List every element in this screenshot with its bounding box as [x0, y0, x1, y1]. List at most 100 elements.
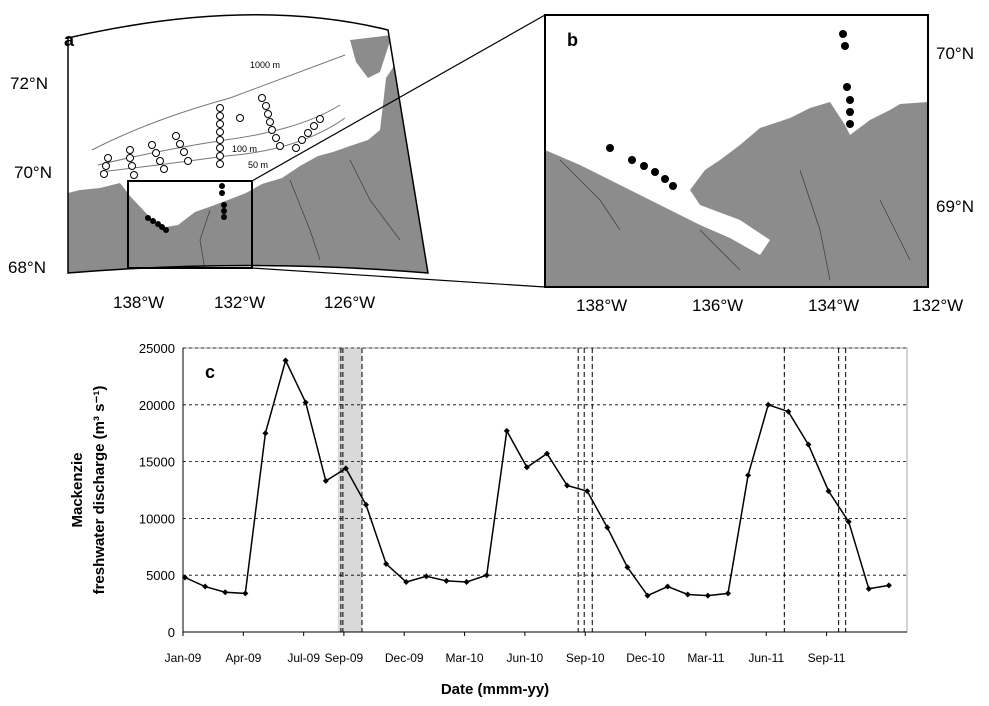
data-point [544, 450, 550, 457]
panel-a-lat-68: 68°N [8, 258, 46, 277]
panel-a-lat-70: 70°N [14, 163, 52, 182]
data-point [403, 579, 410, 586]
panel-b-map [544, 14, 929, 288]
land-island [350, 35, 392, 78]
vertical-dashed-lines [340, 348, 847, 632]
data-point [604, 524, 611, 531]
y-tick-label: 0 [168, 625, 175, 640]
data-point [725, 590, 731, 597]
panel-a-map: 1000 m 100 m 50 m [67, 14, 546, 288]
data-point [865, 585, 872, 592]
data-point [383, 560, 390, 567]
data-point [302, 399, 309, 406]
panel-b-lon-136: 136°W [692, 296, 744, 315]
y-tick-label: 5000 [146, 568, 175, 583]
river [199, 159, 401, 271]
data-point [342, 465, 349, 472]
x-tick-label: Mar-10 [446, 651, 484, 665]
panel-c-chart: 0 5000 10000 15000 20000 25000 Jan-09 Apr-09 Ju… [69, 341, 908, 698]
data-point [282, 357, 289, 364]
y-tick-label: 10000 [139, 511, 175, 526]
data-point [463, 579, 470, 586]
open-stations [100, 94, 324, 179]
filled-stations-a [145, 183, 227, 233]
data-point [423, 573, 430, 580]
panel-b-lat-70: 70°N [936, 44, 974, 63]
land-island-b [870, 118, 900, 145]
x-tick-label: Dec-10 [626, 651, 665, 665]
data-point [825, 488, 832, 495]
data-point [483, 572, 490, 579]
inset-box [127, 180, 253, 269]
river-b [559, 159, 911, 281]
panel-c-letter: c [205, 362, 215, 382]
y-tick-label: 25000 [139, 341, 175, 356]
land-area [68, 40, 428, 273]
connector-line-bottom [251, 267, 546, 288]
filled-stations-b [606, 30, 854, 190]
data-point [443, 577, 450, 584]
panel-a-lon-126: 126°W [324, 293, 376, 312]
data-point [503, 427, 510, 434]
data-point [222, 589, 229, 596]
isobath-label-100m: 100 m [232, 144, 257, 154]
data-point [644, 592, 651, 599]
y-gridlines [183, 347, 907, 576]
x-tick-label: Apr-09 [225, 651, 261, 665]
data-point [765, 401, 772, 408]
panel-a-lon-138: 138°W [113, 293, 165, 312]
data-point [182, 574, 188, 581]
panel-b-letter: b [567, 30, 578, 50]
y-axis-label-line1: Mackenzie [69, 452, 86, 527]
y-tick-label: 20000 [139, 398, 175, 413]
x-tick-label: Mar-11 [687, 651, 724, 665]
x-tick-label: Jun-11 [748, 651, 784, 665]
x-tick-label: Jun-10 [507, 651, 544, 665]
isobath-1000m [91, 54, 346, 151]
data-point [624, 564, 631, 571]
panel-b-lon-138: 138°W [576, 296, 628, 315]
x-tick-label: Sep-11 [808, 651, 846, 665]
data-point [262, 430, 269, 437]
data-point [242, 590, 249, 597]
data-point [704, 592, 711, 599]
x-tick-label: Sep-10 [566, 651, 605, 665]
data-point [363, 501, 369, 508]
connector-line-top [251, 14, 546, 182]
y-axis-label-line2: freshwater discharge (m³ s⁻¹) [91, 386, 108, 595]
x-tick-label: Dec-09 [385, 651, 424, 665]
isobath-100m [97, 104, 341, 166]
data-point [885, 582, 892, 589]
data-point [564, 482, 571, 489]
plot-area [182, 347, 908, 633]
x-tick-label: Jan-09 [165, 651, 202, 665]
y-tick-label: 15000 [139, 455, 175, 470]
x-tick-label: Sep-09 [325, 651, 364, 665]
x-axis-label: Date (mmm-yy) [441, 681, 549, 698]
panel-b-lon-134: 134°W [808, 296, 860, 315]
x-tick-label: Jul-09 [287, 651, 320, 665]
x-tick-labels: Jan-09 Apr-09 Jul-09 Sep-09 Dec-09 Mar-10 Jun-… [165, 632, 846, 665]
panel-b-lon-132: 132°W [912, 296, 964, 315]
land-area-b [545, 102, 928, 287]
data-point [785, 408, 792, 415]
isobath-label-1000m: 1000 m [250, 60, 280, 70]
y-tick-labels: 0 5000 10000 15000 20000 25000 [139, 341, 175, 640]
data-point [664, 583, 671, 590]
isobath-50m [99, 117, 346, 173]
panel-b-lat-69: 69°N [936, 197, 974, 216]
data-point [745, 472, 752, 479]
discharge-markers [182, 357, 892, 599]
data-point [322, 477, 329, 484]
data-point [202, 583, 209, 590]
panel-a-letter: a [64, 30, 75, 50]
data-point [523, 464, 530, 471]
panel-a-lon-132: 132°W [214, 293, 266, 312]
panel-a-lat-72: 72°N [10, 74, 48, 93]
data-point [845, 518, 852, 525]
data-point [584, 488, 591, 495]
discharge-line [184, 358, 890, 597]
panel-b-frame [544, 14, 929, 288]
